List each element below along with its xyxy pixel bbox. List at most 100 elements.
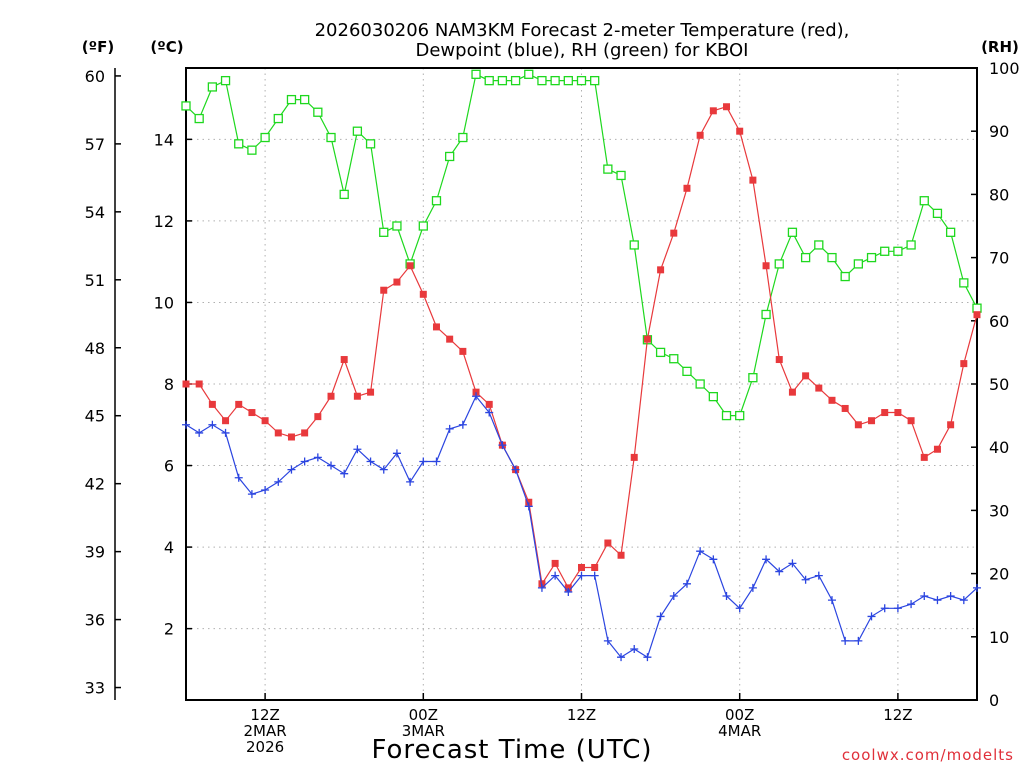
rh-point xyxy=(840,271,850,282)
temperature-point xyxy=(380,286,388,294)
temperature-point xyxy=(314,413,322,421)
rh-point xyxy=(247,145,257,155)
temperature-point xyxy=(894,409,902,417)
celsius-tick-label: 8 xyxy=(164,375,174,394)
celsius-unit-label: (ºC) xyxy=(150,38,183,56)
temperature-point xyxy=(907,417,915,425)
rh-point xyxy=(379,227,389,237)
axes: 33 36 39 42 45 48 51 54 57 60 2 4 6 8 10 12 14 0 10 20 30 40 5… xyxy=(85,59,1020,756)
dewpoint-point xyxy=(590,571,599,580)
rh-point xyxy=(814,240,824,250)
rh-point xyxy=(326,132,336,143)
dewpoint-point xyxy=(577,571,586,580)
temperature-point xyxy=(301,429,309,437)
rh-point xyxy=(576,75,587,86)
temperature-point xyxy=(551,559,559,567)
rh-tick-label: 100 xyxy=(989,59,1020,78)
temperature-point xyxy=(696,131,704,139)
rh-point xyxy=(735,410,745,421)
temperature-point xyxy=(222,417,230,425)
celsius-tick-label: 4 xyxy=(164,538,174,557)
temperature-point xyxy=(841,404,849,412)
rh-point xyxy=(471,69,481,79)
temperature-point xyxy=(459,347,467,355)
rh-point xyxy=(445,151,455,162)
dewpoint-point xyxy=(617,653,626,662)
dewpoint-point xyxy=(208,420,217,429)
dewpoint-point xyxy=(511,465,520,474)
temperature-point xyxy=(591,563,599,571)
celsius-tick-label: 2 xyxy=(164,620,174,639)
temperature-point xyxy=(749,176,757,184)
fahrenheit-tick-label: 60 xyxy=(85,67,105,86)
dewpoint-point xyxy=(801,575,810,584)
rh-point xyxy=(800,252,811,263)
temperature-point xyxy=(446,335,454,343)
rh-point xyxy=(550,75,560,86)
fahrenheit-tick-label: 48 xyxy=(85,339,105,358)
temperature-point xyxy=(881,409,889,417)
dewpoint-point xyxy=(234,473,243,482)
dewpoint-point xyxy=(287,465,296,474)
temperature-point xyxy=(762,262,770,270)
dewpoint-point xyxy=(656,612,665,621)
temperature-point xyxy=(933,445,941,453)
temperature-point xyxy=(854,421,862,429)
dewpoint-point xyxy=(762,555,771,564)
temperature-point xyxy=(960,360,968,368)
temperature-point xyxy=(208,400,216,408)
rh-point xyxy=(273,113,283,124)
dewpoint-point xyxy=(432,457,441,466)
rh-tick-label: 10 xyxy=(989,628,1009,647)
dewpoint-point xyxy=(775,567,784,576)
x-tick-label: 12Z xyxy=(567,706,596,724)
dewpoint-point xyxy=(893,604,902,613)
fahrenheit-tick-label: 33 xyxy=(85,679,105,698)
temperature-point xyxy=(353,392,361,400)
celsius-tick-label: 6 xyxy=(164,457,174,476)
rh-point xyxy=(590,75,600,86)
dewpoint-point xyxy=(182,420,190,429)
rh-point xyxy=(313,107,323,117)
temperature-point xyxy=(432,323,440,331)
rh-point xyxy=(220,75,231,86)
rh-tick-label: 90 xyxy=(989,122,1009,141)
temperature-point xyxy=(525,498,533,506)
dewpoint-point xyxy=(247,490,256,499)
rh-point xyxy=(484,75,494,86)
dewpoint-point xyxy=(643,653,652,662)
x-tick-label: 2MAR xyxy=(244,722,287,740)
x-tick-label: 2026 xyxy=(246,738,284,756)
rh-point xyxy=(774,259,784,269)
rh-point xyxy=(537,75,547,86)
rh-point xyxy=(260,132,270,143)
rh-point xyxy=(431,196,442,206)
temperature-point xyxy=(261,417,269,425)
dewpoint-point xyxy=(353,445,362,454)
rh-point xyxy=(695,379,705,389)
rh-point xyxy=(655,347,666,358)
fahrenheit-tick-label: 54 xyxy=(85,203,105,222)
rh-point xyxy=(972,303,982,313)
rh-point xyxy=(959,278,969,288)
rh-point xyxy=(510,75,521,86)
temperature-point xyxy=(630,453,638,461)
temperature-point xyxy=(340,356,348,364)
temperature-point xyxy=(393,278,401,286)
rh-tick-label: 30 xyxy=(989,501,1009,520)
dewpoint-point xyxy=(748,583,757,592)
dewpoint-point xyxy=(907,600,916,609)
dewpoint-point xyxy=(630,645,639,654)
rh-tick-label: 0 xyxy=(989,691,999,710)
dewpoint-point xyxy=(379,465,388,474)
fahrenheit-tick-label: 39 xyxy=(85,543,105,562)
dewpoint-point xyxy=(498,441,507,450)
rh-tick-label: 70 xyxy=(989,249,1009,268)
rh-point xyxy=(563,75,573,86)
temperature-point xyxy=(670,229,678,237)
dewpoint-point xyxy=(485,408,494,417)
rh-point xyxy=(866,252,877,263)
x-tick-label: 00Z xyxy=(409,706,438,724)
x-tick-label: 12Z xyxy=(250,706,279,724)
chart-title-line1: 2026030206 NAM3KM Forecast 2-meter Tempe… xyxy=(315,20,850,41)
